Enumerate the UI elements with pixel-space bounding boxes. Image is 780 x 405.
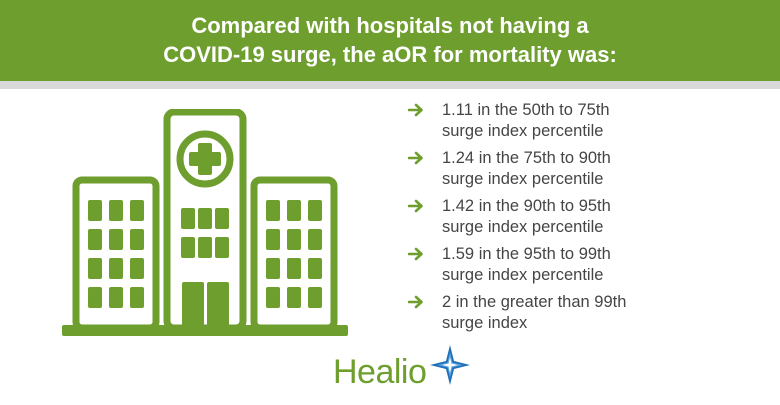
list-item: 1.59 in the 95th to 99th surge index per… (402, 244, 772, 286)
list-item-line-2: surge index percentile (442, 266, 604, 284)
header-title-line-2: COVID-19 surge, the aOR for mortality wa… (163, 42, 617, 67)
healio-logo[interactable]: Healio (333, 343, 483, 395)
header-title-line-1: Compared with hospitals not having a (191, 13, 589, 38)
arrow-right-icon (408, 103, 423, 117)
list-item: 1.11 in the 50th to 75th surge index per… (402, 100, 772, 142)
arrow-right-icon (408, 199, 423, 213)
list-item: 2 in the greater than 99th surge index (402, 292, 772, 334)
arrow-right-icon (408, 151, 423, 165)
header-divider (0, 81, 780, 89)
list-item-line-1: 1.59 in the 95th to 99th (442, 245, 611, 263)
list-item-line-1: 1.42 in the 90th to 95th (442, 197, 611, 215)
healio-star-icon (430, 345, 470, 385)
arrow-right-icon (408, 247, 423, 261)
list-item-line-2: surge index percentile (442, 170, 604, 188)
arrow-right-icon (408, 295, 423, 309)
list-item-line-1: 1.11 in the 50th to 75th (442, 101, 610, 119)
list-item-line-1: 2 in the greater than 99th (442, 293, 627, 311)
list-item: 1.42 in the 90th to 95th surge index per… (402, 196, 772, 238)
hospital-door (182, 282, 229, 327)
aor-list: 1.11 in the 50th to 75th surge index per… (402, 100, 772, 340)
hospital-icon (62, 109, 348, 336)
list-item-line-2: surge index percentile (442, 122, 604, 140)
header-banner: Compared with hospitals not having a COV… (0, 0, 780, 81)
list-item-line-1: 1.24 in the 75th to 90th (442, 149, 611, 167)
list-item-line-2: surge index percentile (442, 218, 604, 236)
medical-cross-icon (189, 143, 221, 175)
list-item: 1.24 in the 75th to 90th surge index per… (402, 148, 772, 190)
list-item-line-2: surge index (442, 314, 528, 332)
healio-logo-text: Healio (333, 353, 427, 391)
